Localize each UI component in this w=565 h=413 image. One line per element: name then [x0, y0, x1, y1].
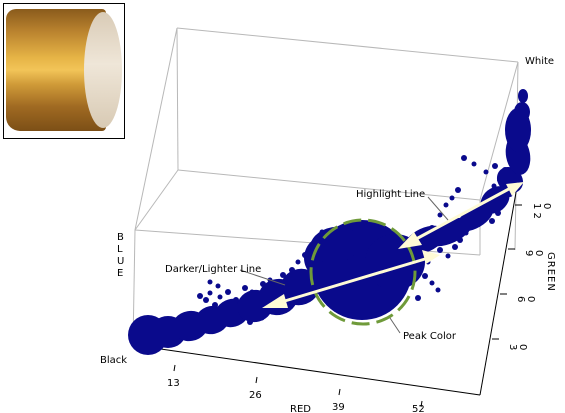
data-point: [422, 273, 428, 279]
darker-lighter-line: [267, 254, 436, 308]
red-axis-line: [132, 344, 481, 396]
green-tick-label: 1 20: [531, 203, 552, 219]
data-point: [514, 102, 530, 122]
box-edge: [479, 61, 519, 201]
leader-lines: [239, 196, 449, 334]
darker-lighter-leader: [239, 269, 286, 286]
red-axis-title: RED: [290, 404, 311, 413]
cylinder-face: [84, 12, 122, 128]
data-point: [457, 237, 463, 243]
data-point: [495, 210, 501, 216]
data-point: [259, 315, 265, 321]
data-point: [260, 281, 266, 287]
data-point: [435, 287, 441, 293]
data-point: [319, 229, 325, 235]
data-point: [497, 177, 503, 183]
data-point: [452, 244, 458, 250]
red-tick-label: 39: [332, 402, 345, 413]
data-point: [203, 297, 209, 303]
red-tick: [255, 376, 258, 384]
peak-color-ring: [309, 218, 417, 326]
green-tick-label: 30: [507, 344, 528, 350]
data-point: [491, 183, 497, 189]
green-axis-line: [479, 169, 521, 396]
data-point: [310, 226, 360, 264]
box-edge: [176, 27, 179, 171]
point-cloud: [128, 89, 531, 355]
axes-lines: [132, 169, 522, 408]
data-point: [443, 202, 449, 208]
data-point: [415, 295, 421, 301]
green-axis-title: GREEN: [545, 252, 556, 292]
data-point: [225, 289, 231, 295]
data-point: [242, 285, 248, 291]
red-tick: [338, 388, 341, 396]
arrows: [262, 182, 524, 308]
highlight-arrowhead: [398, 232, 422, 249]
darker-lighter-line-label: Darker/Lighter Line: [165, 264, 261, 275]
box-edge: [134, 169, 179, 231]
darker-lighter-arrowhead: [262, 294, 288, 308]
data-point: [463, 230, 469, 236]
red-tick-label: 26: [249, 390, 262, 401]
data-point: [467, 223, 473, 229]
data-point: [445, 253, 451, 259]
data-point: [461, 155, 467, 161]
data-point: [455, 187, 461, 193]
peak-leader: [389, 317, 401, 334]
data-point: [212, 302, 218, 308]
data-point: [502, 199, 508, 205]
white-label: White: [525, 56, 554, 67]
highlight-line: [404, 182, 519, 247]
red-tick: [420, 400, 423, 408]
red-tick-label: 13: [167, 378, 180, 389]
highlight-line-label: Highlight Line: [356, 189, 425, 200]
data-point: [273, 307, 279, 313]
data-point: [207, 279, 213, 285]
data-point: [295, 259, 301, 265]
red-tick: [173, 364, 176, 372]
highlight-arrowhead-top: [506, 182, 524, 196]
green-tick-label: 90: [523, 250, 544, 256]
data-point: [315, 237, 321, 243]
box-edge: [177, 169, 481, 201]
data-point: [302, 252, 308, 258]
data-point: [247, 319, 253, 325]
data-point: [429, 280, 435, 286]
data-point: [492, 163, 498, 169]
green-tick-label: 60: [515, 296, 536, 302]
box-edge: [176, 27, 519, 63]
data-point: [518, 89, 528, 103]
highlight-leader: [427, 196, 449, 221]
data-point: [249, 289, 255, 295]
data-point: [207, 290, 213, 296]
data-point: [233, 297, 239, 303]
data-point: [473, 209, 479, 215]
data-point: [215, 283, 221, 289]
data-point: [217, 294, 223, 300]
data-point: [437, 247, 443, 253]
red-tick-label: 52: [412, 404, 425, 413]
data-point: [289, 267, 295, 273]
darker-lighter-arrowhead-right: [422, 250, 440, 264]
data-point: [485, 193, 491, 199]
black-label: Black: [100, 355, 127, 366]
data-point: [471, 161, 477, 167]
box-edge: [134, 27, 178, 231]
sample-photo-thumbnail: [3, 3, 125, 139]
data-point: [483, 169, 489, 175]
data-point: [489, 218, 495, 224]
data-point: [449, 195, 455, 201]
data-point: [437, 212, 443, 218]
data-point: [197, 293, 203, 299]
peak-color-label: Peak Color: [403, 331, 457, 342]
data-point: [280, 272, 286, 278]
data-point: [502, 167, 508, 173]
